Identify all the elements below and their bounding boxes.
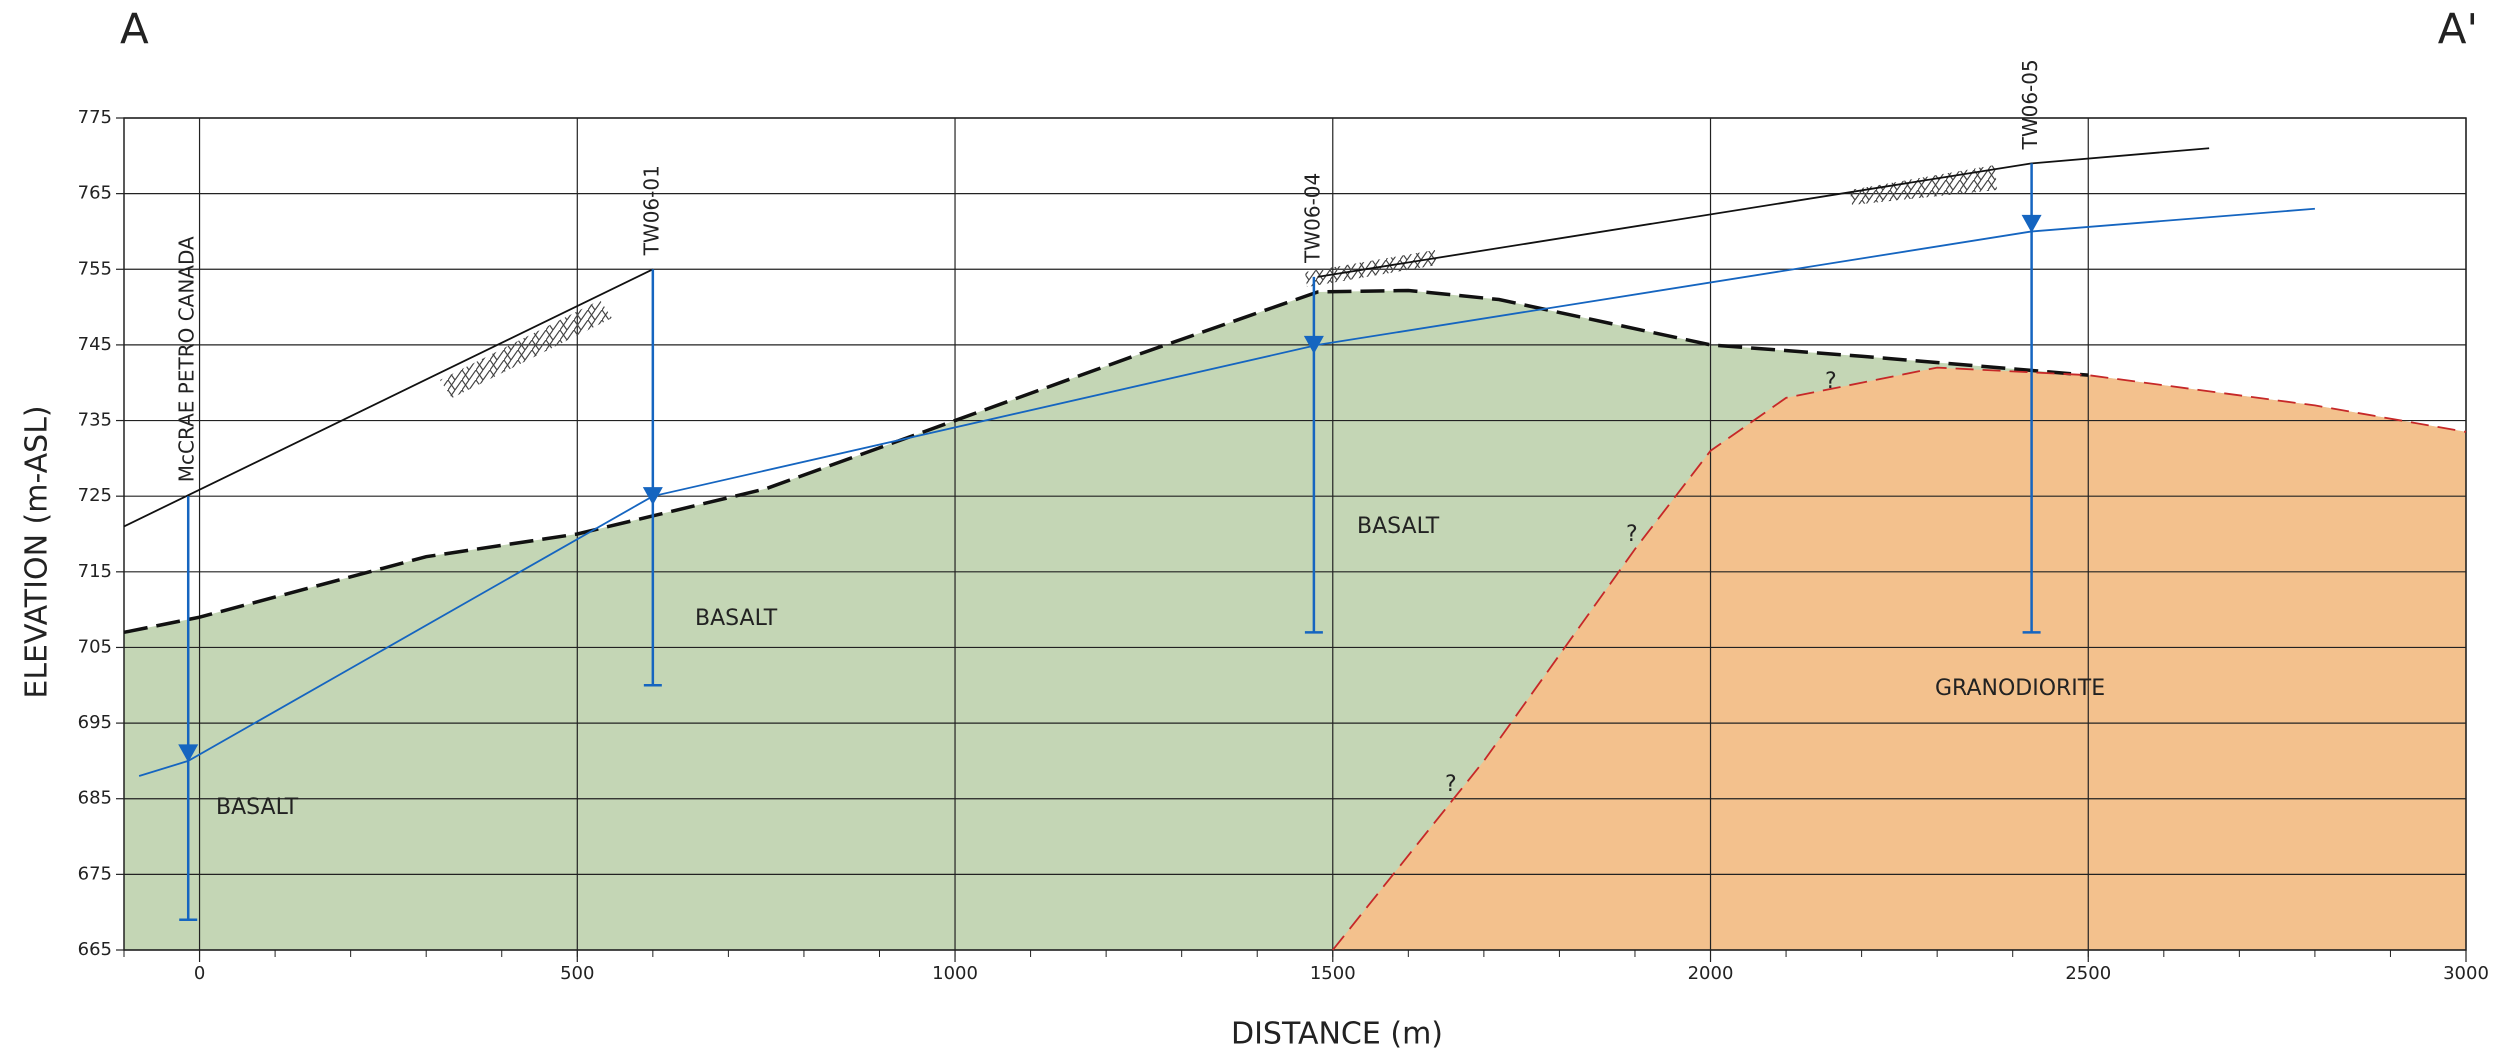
y-tick-label: 685 xyxy=(78,788,112,809)
y-axis-title: ELEVATION (m-ASL) xyxy=(20,405,55,698)
well-label: McCRAE PETRO CANADA xyxy=(175,236,199,482)
x-axis-title: DISTANCE (m) xyxy=(1231,1017,1443,1052)
y-tick-label: 675 xyxy=(78,863,112,884)
x-tick-label: 1500 xyxy=(1310,963,1356,984)
x-tick-label: 0 xyxy=(194,963,205,984)
fills xyxy=(124,290,2466,950)
cross-section: 665 675 685 695 705 715 725 735 745 755 765 775 0 500… xyxy=(0,0,2495,1053)
well-label: TW06-05 xyxy=(2018,59,2042,150)
y-tick-label: 765 xyxy=(78,183,112,204)
x-tick-label: 3000 xyxy=(2443,963,2489,984)
y-tick-label: 725 xyxy=(78,485,112,506)
x-tick-label: 1000 xyxy=(932,963,978,984)
y-tick-label: 755 xyxy=(78,258,112,279)
well-label: TW06-01 xyxy=(639,165,663,256)
contact-uncertain: ? xyxy=(1626,522,1638,547)
y-tick-label: 735 xyxy=(78,410,112,431)
section-label: A xyxy=(120,5,149,54)
well-label: TW06-04 xyxy=(1300,173,1324,264)
y-tick-label: 665 xyxy=(78,939,112,960)
y-tick-label: 775 xyxy=(78,107,112,128)
y-tick-label: 695 xyxy=(78,712,112,733)
contact-uncertain: ? xyxy=(1445,772,1457,797)
y-tick-label: 715 xyxy=(78,561,112,582)
x-tick-label: 2500 xyxy=(2065,963,2111,984)
y-tick-label: 705 xyxy=(78,636,112,657)
fill-hatch xyxy=(440,300,612,398)
x-tick-label: 2000 xyxy=(1688,963,1734,984)
fill-hatch xyxy=(1850,165,1997,205)
contact-uncertain: ? xyxy=(1825,369,1837,394)
x-tick-label: 500 xyxy=(560,963,594,984)
section-label: A' xyxy=(2438,5,2478,54)
unit-label: GRANODIORITE xyxy=(1935,676,2105,701)
unit-label: BASALT xyxy=(695,606,778,631)
y-tick-label: 745 xyxy=(78,334,112,355)
unit-label: BASALT xyxy=(216,795,299,820)
unit-label: BASALT xyxy=(1357,514,1440,539)
